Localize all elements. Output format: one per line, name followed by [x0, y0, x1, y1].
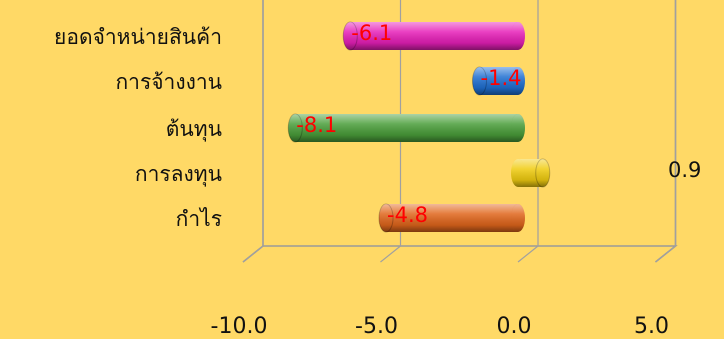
bar-3 — [287, 113, 525, 143]
gridline-floor-0 — [517, 245, 539, 263]
bar-end-cap-shade — [343, 22, 358, 50]
category-label-4: การลงทุน — [135, 162, 222, 187]
data-labels: -6.1 -1.4 -8.1 0.9 -4.8 — [296, 21, 701, 227]
x-tick-label-0-0: 0.0 — [497, 314, 532, 339]
category-label-2: การจ้างงาน — [115, 70, 222, 94]
x-tick-label-5-0: 5.0 — [634, 314, 669, 339]
x-tick-label-10-0: -10.0 — [211, 314, 268, 339]
bar-1 — [342, 21, 525, 51]
category-label-3: ต้นทุน — [166, 117, 222, 142]
bar-2 — [472, 66, 525, 96]
data-label-2: -1.4 — [481, 66, 522, 90]
data-label-3: -8.1 — [296, 113, 337, 137]
bar-cap-zero-shade — [511, 67, 525, 95]
data-label-5: -4.8 — [387, 203, 428, 227]
gridline-floor-5 — [655, 245, 676, 263]
category-label-5: กำไร — [176, 207, 222, 231]
bars — [287, 21, 551, 233]
bar-cap-zero-shade — [511, 114, 525, 142]
category-labels: ยอดจำหน่ายสินค้าการจ้างงานต้นทุนการลงทุน… — [54, 25, 222, 231]
gridline-floor-5 — [380, 245, 401, 263]
bar-shading — [386, 204, 518, 232]
bar-cap-zero-shade — [511, 159, 525, 187]
bar-cap-zero-shade — [511, 204, 525, 232]
category-label-1: ยอดจำหน่ายสินค้า — [54, 25, 222, 49]
data-label-1: -6.1 — [351, 21, 392, 45]
bar-cap-zero-shade — [511, 22, 525, 50]
gridline-floor-10 — [242, 245, 264, 263]
floor-outline — [242, 245, 678, 263]
bar-4 — [511, 158, 551, 188]
bar-end-cap-shade — [472, 67, 487, 95]
bar-end-cap-shade — [288, 114, 303, 142]
x-tick-label-5-0: -5.0 — [355, 314, 398, 339]
bar-end-cap-shade — [535, 159, 550, 187]
bar-shading — [350, 22, 518, 50]
bar-5 — [378, 203, 525, 233]
bar-end-cap-shade — [379, 204, 393, 232]
x-axis-tick-labels: -10.0 -5.0 0.0 5.0 — [211, 314, 669, 339]
data-label-4: 0.9 — [668, 158, 701, 182]
bar-shading — [295, 114, 518, 142]
